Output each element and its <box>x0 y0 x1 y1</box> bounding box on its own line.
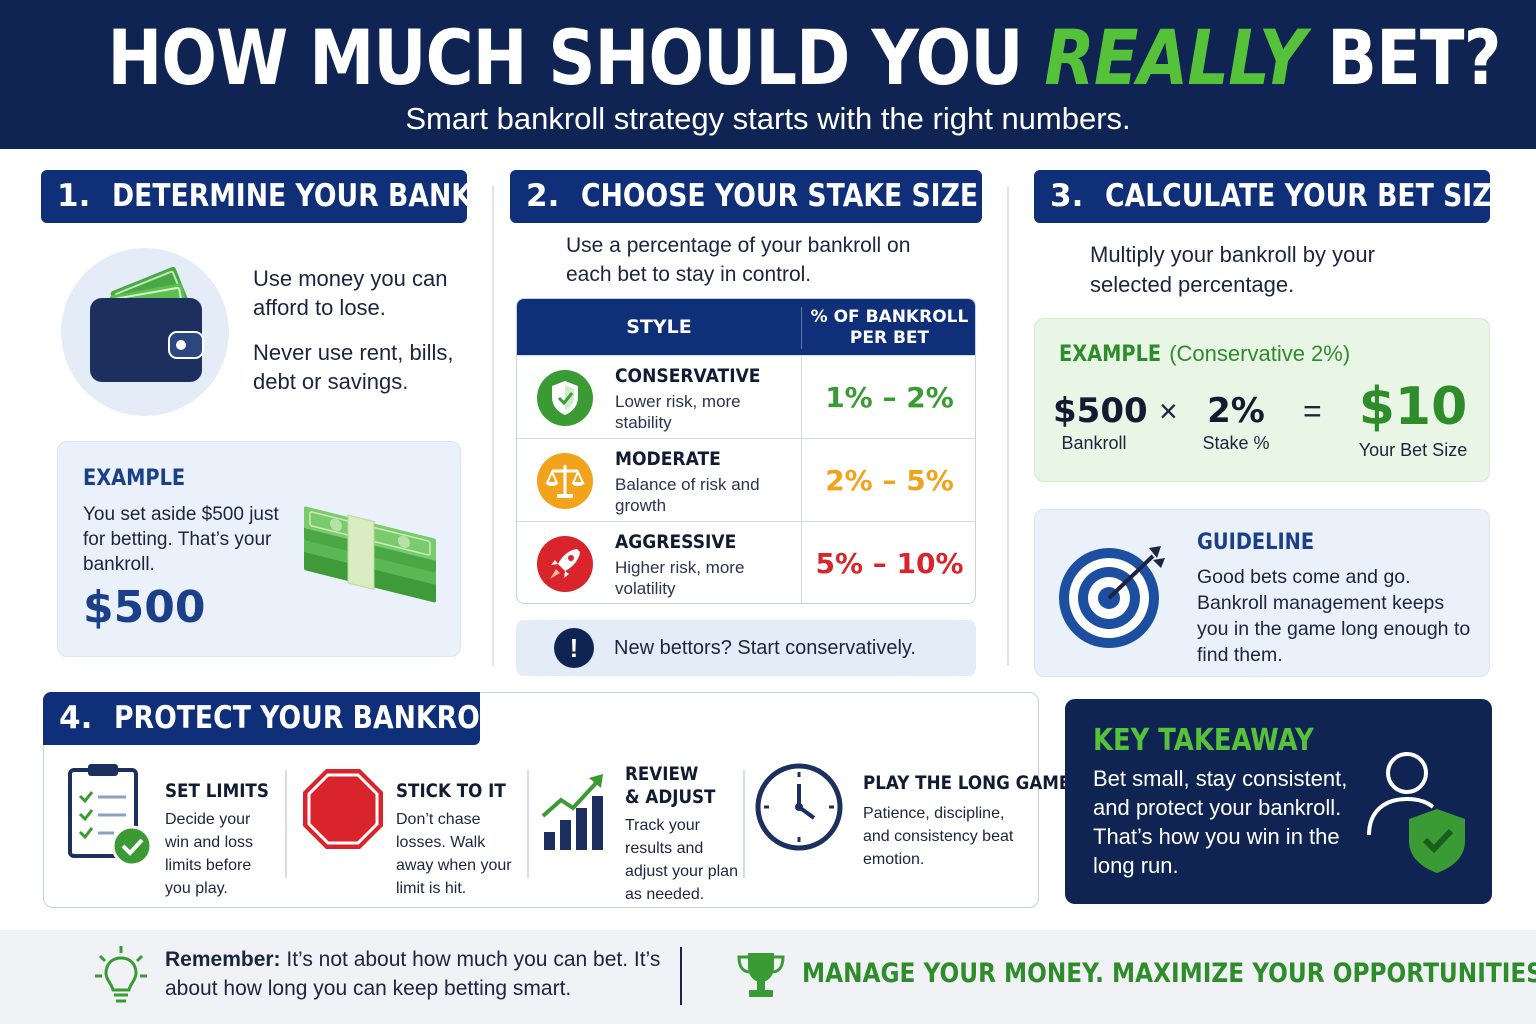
wallet-icon <box>90 266 204 382</box>
section1-number: 1. <box>57 178 91 214</box>
section1-line2: Never use rent, bills, debt or savings. <box>253 340 454 394</box>
stake-name: MODERATE <box>615 448 721 470</box>
protect-divider <box>743 770 745 878</box>
section1-example-text: You set aside $500 just for betting. Tha… <box>83 504 279 575</box>
stop-sign-icon <box>303 769 383 849</box>
calculation-example-card: EXAMPLE (Conservative 2%) $500 Bankroll … <box>1034 318 1490 482</box>
shield-icon <box>537 370 593 426</box>
section1-example-card: EXAMPLE You set aside $500 just for bett… <box>57 441 461 657</box>
title-part2: BET? <box>1305 13 1501 102</box>
guideline-text: Good bets come and go. Bankroll manageme… <box>1197 566 1471 666</box>
stake-desc: Balance of risk and growth <box>615 475 760 515</box>
equals-sign: = <box>1303 393 1322 429</box>
multiply-sign: × <box>1159 393 1178 429</box>
stake-pct: 5% – 10% <box>801 522 975 603</box>
remember-note: Remember: It’s not about how much you ca… <box>165 945 665 1003</box>
calc-result-value: $10 <box>1358 377 1468 437</box>
col-style-header: STYLE <box>626 316 692 338</box>
footer-bar: Remember: It’s not about how much you ca… <box>0 930 1536 1024</box>
stake-name: AGGRESSIVE <box>615 531 737 553</box>
person-shield-icon <box>1367 752 1465 873</box>
protect-item-title: REVIEW & ADJUST <box>625 763 716 808</box>
remember-text: It’s not about how much you can bet. It’… <box>165 948 661 1000</box>
calc-stake-value: 2% <box>1207 391 1265 431</box>
clock-icon <box>755 763 843 851</box>
column-divider-2 <box>1007 186 1009 666</box>
section1-title: 1. DETERMINE YOUR BANKROLL <box>41 170 467 223</box>
calc-bankroll-caption: Bankroll <box>1061 433 1127 453</box>
stake-row-aggressive: AGGRESSIVE Higher risk, more volatility … <box>517 521 975 603</box>
section4-number: 4. <box>59 700 93 736</box>
protect-divider <box>527 770 529 878</box>
section2-intro: Use a percentage of your bankroll on eac… <box>566 234 911 286</box>
section1-example-amount: $500 <box>83 582 206 633</box>
section2-number: 2. <box>526 178 560 214</box>
trophy-icon <box>737 953 785 997</box>
lightbulb-icon <box>95 946 147 1003</box>
calc-example-sub: (Conservative 2%) <box>1169 341 1351 366</box>
stake-desc: Lower risk, more stability <box>615 392 741 432</box>
growth-chart-icon <box>541 774 603 850</box>
section2-title-text: CHOOSE YOUR STAKE SIZE <box>581 178 979 214</box>
calc-example-label: EXAMPLE <box>1059 342 1162 367</box>
col-pct-header: % OF BANKROLL PER BET <box>801 307 975 349</box>
col-pct-header-line1: % OF BANKROLL <box>810 307 969 327</box>
protect-item-title: STICK TO IT <box>396 780 506 802</box>
stake-desc: Higher risk, more volatility <box>615 558 745 598</box>
rocket-icon <box>537 536 593 592</box>
stake-row-moderate: MODERATE Balance of risk and growth 2% –… <box>517 438 975 522</box>
protect-item-desc: Don’t chase losses. Walk away when your … <box>396 811 512 897</box>
col-pct-header-line2: PER BET <box>849 328 930 348</box>
section1-title-text: DETERMINE YOUR BANKROLL <box>112 178 467 214</box>
protect-item-desc: Decide your win and loss limits before y… <box>165 811 254 897</box>
wallet-icon-circle <box>61 248 229 416</box>
stake-size-table: STYLE % OF BANKROLL PER BET CONSERVATIVE… <box>516 298 976 604</box>
section4-title: 4. PROTECT YOUR BANKROLL <box>43 692 480 745</box>
key-takeaway-card: KEY TAKEAWAY Bet small, stay consistent,… <box>1065 699 1492 904</box>
section3-title-text: CALCULATE YOUR BET SIZE <box>1105 178 1490 214</box>
section3-intro: Multiply your bankroll by your selected … <box>1090 242 1375 297</box>
page-title: HOW MUCH SHOULD YOU REALLY BET? <box>107 12 1502 104</box>
protect-item-title: SET LIMITS <box>165 780 269 802</box>
stake-pct: 2% – 5% <box>801 439 975 522</box>
section1-line1: Use money you can afford to lose. <box>253 266 448 320</box>
section3-number: 3. <box>1050 178 1084 214</box>
section4-title-text: PROTECT YOUR BANKROLL <box>114 700 480 736</box>
stake-pct: 1% – 2% <box>801 356 975 439</box>
calc-stake-caption: Stake % <box>1202 433 1270 453</box>
protect-divider <box>285 770 287 878</box>
calc-example-header: EXAMPLE (Conservative 2%) <box>1059 341 1350 367</box>
exclamation-icon: ! <box>554 628 594 668</box>
footer-motto: MANAGE YOUR MONEY. MAXIMIZE YOUR OPPORTU… <box>802 958 1536 989</box>
header-banner: HOW MUCH SHOULD YOU REALLY BET? Smart ba… <box>0 0 1536 149</box>
column-divider-1 <box>492 186 494 666</box>
target-icon <box>1059 546 1165 648</box>
remember-label: Remember: <box>165 948 281 971</box>
footer-divider <box>680 947 682 1005</box>
scales-icon <box>537 453 593 509</box>
guideline-card: GUIDELINE Good bets come and go. Bankrol… <box>1034 509 1490 677</box>
page-subtitle: Smart bankroll strategy starts with the … <box>405 101 1131 136</box>
section1-example-label: EXAMPLE <box>83 466 186 491</box>
section3-title: 3. CALCULATE YOUR BET SIZE <box>1034 170 1490 223</box>
cash-stack-icon <box>304 506 436 603</box>
checklist-icon <box>68 764 153 867</box>
protect-item-desc: Patience, discipline, and consistency be… <box>863 805 1014 868</box>
title-highlight: REALLY <box>1044 13 1306 102</box>
protect-item-title: PLAY THE LONG GAME <box>863 772 1071 794</box>
takeaway-label: KEY TAKEAWAY <box>1093 723 1314 758</box>
tip-banner: ! New bettors? Start conservatively. <box>516 620 976 676</box>
stake-name: CONSERVATIVE <box>615 365 761 387</box>
guideline-label: GUIDELINE <box>1197 530 1315 555</box>
tip-text: New bettors? Start conservatively. <box>614 637 916 659</box>
title-part1: HOW MUCH SHOULD YOU <box>107 13 1045 102</box>
calc-result-caption: Your Bet Size <box>1358 440 1468 460</box>
calc-bankroll-value: $500 <box>1053 391 1148 431</box>
stake-row-conservative: CONSERVATIVE Lower risk, more stability … <box>517 355 975 439</box>
stake-table-header: STYLE % OF BANKROLL PER BET <box>517 299 975 355</box>
section2-title: 2. CHOOSE YOUR STAKE SIZE <box>510 170 982 223</box>
protect-item-desc: Track your results and adjust your plan … <box>625 817 738 903</box>
takeaway-text: Bet small, stay consistent, and protect … <box>1093 766 1348 878</box>
